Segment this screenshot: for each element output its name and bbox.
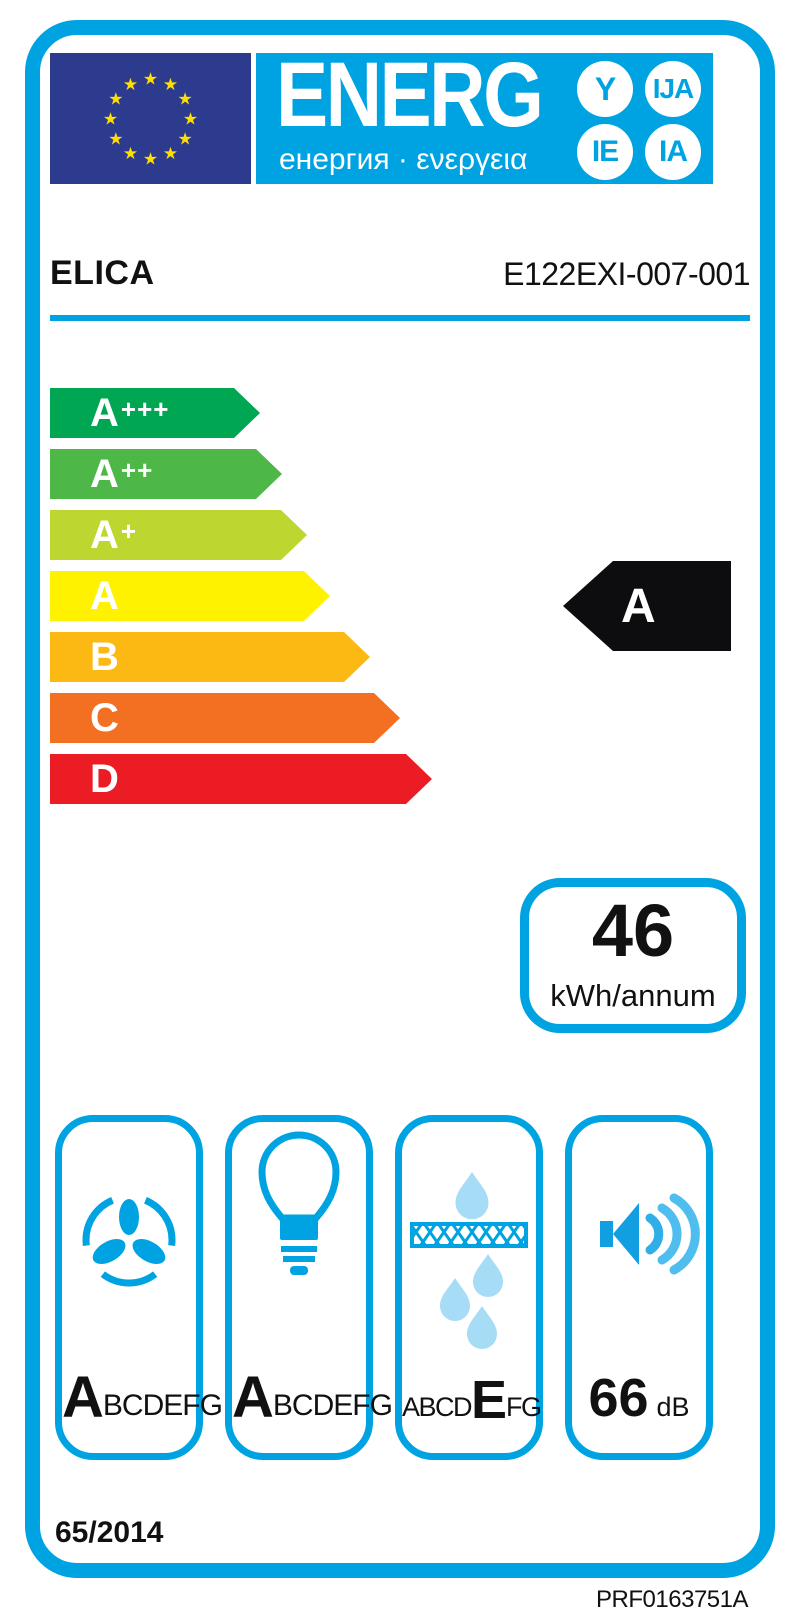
consumption-unit: kWh/annum [550,977,716,1013]
noise-value-line: 66 dB [572,1371,706,1425]
scale-suffix: + [120,515,138,546]
noise-unit: dB [656,1392,690,1422]
energ-subtitle: енергия · ενεργεια [279,143,528,176]
svg-text:★: ★ [108,90,123,109]
ending-circle: IA [645,124,701,180]
energ-word: ENERG [276,44,544,146]
rated-class-letter: A [621,579,656,633]
model-number: E122EXI-007-001 [503,256,750,292]
annual-consumption-box: 46 kWh/annum [520,878,746,1033]
fan-efficiency-box: ABCDEFG [55,1115,223,1460]
regulation-number: 65/2014 [55,1516,164,1549]
scale-arrow-b: B [50,632,370,682]
scale-letter: A [90,452,119,496]
scale-post: BCDEFG [102,1389,223,1422]
svg-text:★: ★ [163,144,178,163]
grease-filter-icon [410,1172,528,1349]
svg-text:★: ★ [177,130,192,149]
scale-arrow-a: A [50,571,330,621]
scale-letter: D [90,757,119,801]
energ-language-endings: Y IJA IE IA [577,61,701,180]
svg-text:★: ★ [143,150,158,169]
header-divider [50,315,750,321]
svg-text:★: ★ [183,110,198,129]
scale-letter: B [90,635,119,679]
scale-arrow-a++: A ++ [50,449,282,499]
fan-class-scale: ABCDEFG [62,1369,223,1427]
scale-highlight: E [471,1370,507,1430]
energ-logo: ENERG енергия · ενεργεια Y IJA IE IA [256,47,713,184]
scale-letter: C [90,696,119,740]
grease-filter-class-scale: ABCDEFG [402,1370,542,1430]
scale-arrow-a+++: A +++ [50,388,260,438]
scale-letter: A [90,574,119,618]
fan-icon [82,1193,176,1287]
svg-text:★: ★ [143,70,158,89]
consumption-value: 46 [591,888,675,972]
svg-text:★: ★ [177,90,192,109]
scale-post: BCDEFG [272,1389,393,1422]
ending-circle: Y [577,61,633,117]
lightbulb-icon [258,1131,340,1275]
scale-suffix: +++ [120,393,170,424]
label-border [25,20,775,1578]
svg-text:★: ★ [123,75,138,94]
scale-suffix: ++ [120,454,154,485]
svg-text:★: ★ [163,75,178,94]
scale-pre: ABCD [402,1392,473,1422]
scale-arrow-d: D [50,754,432,804]
speaker-icon [600,1193,700,1275]
scale-arrow-a+: A + [50,510,307,560]
scale-post: FG [506,1392,542,1422]
noise-value: 66 [588,1368,649,1428]
svg-text:★: ★ [123,144,138,163]
eu-flag: ★ ★ ★ ★ ★ ★ ★ ★ ★ ★ ★ ★ [50,53,251,184]
scale-letter: A [90,513,119,557]
svg-text:★: ★ [108,130,123,149]
ending-circle: IJA [645,61,701,117]
eu-flag-stars: ★ ★ ★★ ★★ ★★ ★★ ★★ [103,70,198,169]
grease-filter-box: ABCDEFG [395,1115,543,1460]
ending-circle: IE [577,124,633,180]
scale-highlight: A [232,1365,274,1430]
lighting-efficiency-box: ABCDEFG [225,1115,393,1460]
scale-arrow-c: C [50,693,400,743]
svg-text:★: ★ [103,110,118,129]
label-reference-code: PRF0163751A [596,1586,748,1613]
noise-box: 66 dB [565,1115,713,1460]
scale-highlight: A [62,1365,104,1430]
brand-name: ELICA [50,254,155,292]
lighting-class-scale: ABCDEFG [232,1369,393,1427]
scale-letter: A [90,391,119,435]
